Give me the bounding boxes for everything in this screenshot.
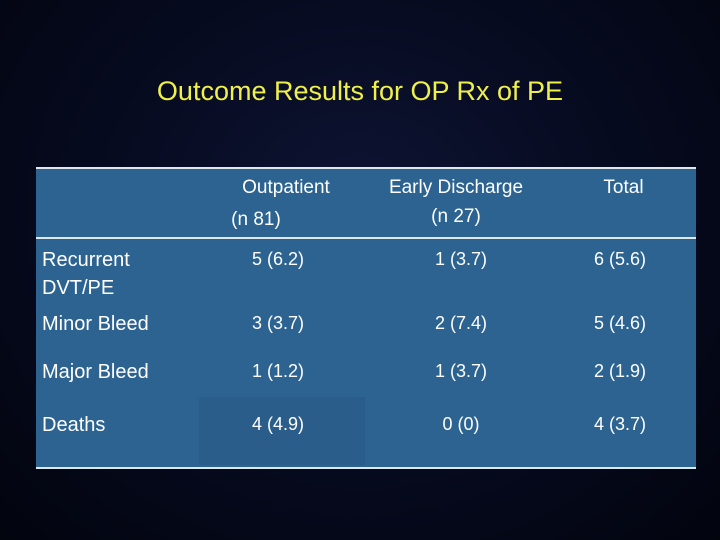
row-label-deaths: Deaths: [42, 414, 106, 436]
cell-recurrent-outpatient: 5 (6.2): [252, 249, 305, 269]
cell-deaths-total: 4 (3.7): [594, 414, 647, 434]
header-outpatient-line2: (n 81): [231, 209, 281, 230]
header-early-discharge-line1: Early Discharge: [388, 177, 524, 198]
outcome-table: Outpatient (n 81) Early Discharge (n 27)…: [36, 167, 696, 469]
slide-title: Outcome Results for OP Rx of PE: [156, 76, 564, 106]
cell-major-early-discharge: 1 (3.7): [434, 361, 488, 381]
cell-minor-total: 5 (4.6): [594, 313, 647, 333]
table-header: [36, 167, 696, 239]
row-label-major-bleed: Major Bleed: [42, 361, 149, 383]
cell-recurrent-early-discharge: 1 (3.7): [434, 249, 488, 269]
cell-recurrent-total: 6 (5.6): [594, 249, 647, 269]
cell-shade: [199, 397, 365, 465]
row-label-minor-bleed: Minor Bleed: [42, 313, 149, 335]
header-early-discharge-line2: (n 27): [431, 206, 481, 227]
row-label-recurrent-line2: DVT/PE: [42, 277, 115, 299]
cell-major-total: 2 (1.9): [594, 361, 647, 381]
cell-major-outpatient: 1 (1.2): [252, 361, 305, 381]
row-label-recurrent-line1: Recurrent: [42, 249, 130, 271]
header-outpatient-line1: Outpatient: [242, 177, 330, 198]
cell-minor-early-discharge: 2 (7.4): [434, 313, 488, 333]
cell-minor-outpatient: 3 (3.7): [252, 313, 305, 333]
header-total: Total: [603, 177, 644, 198]
cell-deaths-early-discharge: 0 (0): [442, 414, 480, 434]
cell-deaths-outpatient: 4 (4.9): [252, 414, 305, 434]
